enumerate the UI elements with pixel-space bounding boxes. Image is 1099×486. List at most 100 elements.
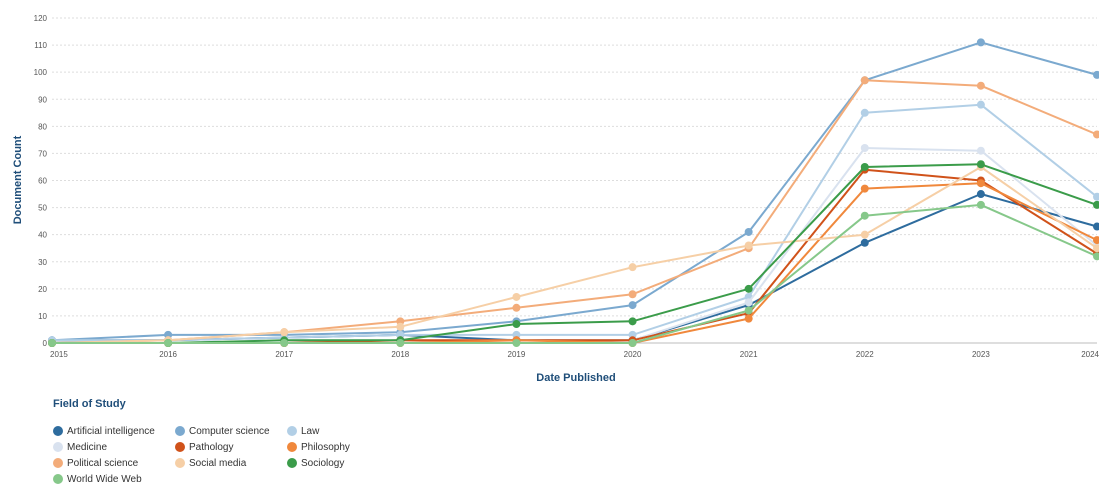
data-point[interactable] bbox=[1093, 130, 1099, 139]
data-point[interactable] bbox=[976, 160, 985, 169]
legend-item[interactable]: World Wide Web bbox=[53, 472, 175, 486]
series-group bbox=[48, 162, 1099, 347]
legend-swatch bbox=[53, 426, 63, 436]
gridlines bbox=[52, 17, 1097, 344]
legend-swatch bbox=[175, 458, 185, 468]
legend-item[interactable]: Pathology bbox=[175, 440, 287, 454]
data-point[interactable] bbox=[744, 314, 753, 323]
legend-swatch bbox=[175, 426, 185, 436]
y-tick-label: 80 bbox=[38, 122, 47, 131]
data-point[interactable] bbox=[976, 200, 985, 209]
data-point[interactable] bbox=[280, 328, 289, 337]
y-tick-label: 60 bbox=[38, 177, 47, 186]
series-group bbox=[48, 160, 1099, 347]
data-point[interactable] bbox=[512, 320, 521, 329]
legend-swatch bbox=[287, 458, 297, 468]
x-tick-label: 2021 bbox=[740, 350, 758, 359]
legend-item[interactable]: Political science bbox=[53, 456, 175, 470]
x-tick-label: 2019 bbox=[508, 350, 526, 359]
data-point[interactable] bbox=[1093, 70, 1099, 79]
x-axis-ticks: 2015 2016 2017 2018 2019 2020 2021 2022 2023 2024 bbox=[50, 350, 1099, 359]
data-point[interactable] bbox=[628, 301, 637, 310]
x-tick-label: 2024 bbox=[1081, 350, 1099, 359]
legend-swatch bbox=[53, 474, 63, 484]
data-point[interactable] bbox=[512, 292, 521, 301]
data-point[interactable] bbox=[1093, 236, 1099, 245]
y-tick-label: 50 bbox=[38, 204, 47, 213]
y-axis-title: Document Count bbox=[12, 135, 24, 224]
data-point[interactable] bbox=[1093, 222, 1099, 231]
data-point[interactable] bbox=[744, 298, 753, 307]
data-point[interactable] bbox=[744, 284, 753, 293]
data-point[interactable] bbox=[1093, 200, 1099, 209]
data-point[interactable] bbox=[628, 263, 637, 272]
data-point[interactable] bbox=[512, 339, 521, 347]
legend-items: Artificial intelligence Computer science L… bbox=[53, 424, 367, 486]
data-point[interactable] bbox=[976, 38, 985, 47]
legend-item[interactable]: Social media bbox=[175, 456, 287, 470]
y-tick-label: 20 bbox=[38, 285, 47, 294]
data-point[interactable] bbox=[744, 227, 753, 236]
data-point[interactable] bbox=[860, 108, 869, 117]
data-point[interactable] bbox=[744, 306, 753, 315]
legend-label: Law bbox=[301, 425, 320, 437]
x-axis-title: Date Published bbox=[536, 372, 615, 384]
data-point[interactable] bbox=[48, 339, 56, 347]
data-point[interactable] bbox=[860, 238, 869, 247]
data-point[interactable] bbox=[1093, 192, 1099, 201]
legend-label: World Wide Web bbox=[67, 473, 142, 485]
data-point[interactable] bbox=[976, 179, 985, 188]
y-tick-label: 40 bbox=[38, 231, 47, 240]
data-point[interactable] bbox=[396, 339, 405, 347]
data-point[interactable] bbox=[976, 81, 985, 90]
data-point[interactable] bbox=[164, 339, 173, 347]
legend-swatch bbox=[53, 458, 63, 468]
legend-title: Field of Study bbox=[53, 398, 126, 410]
legend-swatch bbox=[53, 442, 63, 452]
legend-label: Social media bbox=[189, 457, 247, 469]
legend-item[interactable]: Sociology bbox=[287, 456, 367, 470]
data-point[interactable] bbox=[976, 100, 985, 109]
legend-item[interactable]: Computer science bbox=[175, 424, 287, 438]
data-point[interactable] bbox=[512, 303, 521, 312]
series-line bbox=[52, 168, 1098, 344]
y-tick-label: 100 bbox=[34, 68, 48, 77]
data-point[interactable] bbox=[860, 230, 869, 239]
x-tick-label: 2015 bbox=[50, 350, 68, 359]
data-point[interactable] bbox=[628, 290, 637, 299]
data-point[interactable] bbox=[1093, 244, 1099, 253]
series-line bbox=[52, 103, 1098, 342]
y-tick-label: 10 bbox=[38, 312, 47, 321]
series-lines bbox=[48, 38, 1099, 347]
data-point[interactable] bbox=[976, 146, 985, 155]
data-point[interactable] bbox=[860, 211, 869, 220]
data-point[interactable] bbox=[860, 162, 869, 171]
x-tick-label: 2023 bbox=[972, 350, 990, 359]
series-line bbox=[52, 193, 1098, 342]
legend-item[interactable]: Philosophy bbox=[287, 440, 367, 454]
data-point[interactable] bbox=[976, 190, 985, 199]
x-tick-label: 2018 bbox=[391, 350, 409, 359]
legend-item[interactable]: Medicine bbox=[53, 440, 175, 454]
y-tick-label: 120 bbox=[34, 14, 48, 23]
data-point[interactable] bbox=[860, 76, 869, 85]
x-tick-label: 2020 bbox=[624, 350, 642, 359]
legend-swatch bbox=[287, 442, 297, 452]
y-tick-label: 90 bbox=[38, 95, 47, 104]
series-group bbox=[48, 165, 1099, 347]
legend-swatch bbox=[287, 426, 297, 436]
data-point[interactable] bbox=[860, 144, 869, 152]
legend-label: Computer science bbox=[189, 425, 270, 437]
legend-item[interactable]: Artificial intelligence bbox=[53, 424, 175, 438]
legend-label: Pathology bbox=[189, 441, 234, 453]
data-point[interactable] bbox=[1093, 252, 1099, 261]
data-point[interactable] bbox=[396, 322, 405, 331]
series-line bbox=[51, 41, 1098, 342]
data-point[interactable] bbox=[628, 339, 637, 347]
data-point[interactable] bbox=[860, 184, 869, 193]
data-point[interactable] bbox=[628, 317, 637, 326]
data-point[interactable] bbox=[744, 241, 753, 250]
series-line bbox=[52, 163, 1098, 344]
data-point[interactable] bbox=[280, 339, 289, 347]
legend-item[interactable]: Law bbox=[287, 424, 367, 438]
